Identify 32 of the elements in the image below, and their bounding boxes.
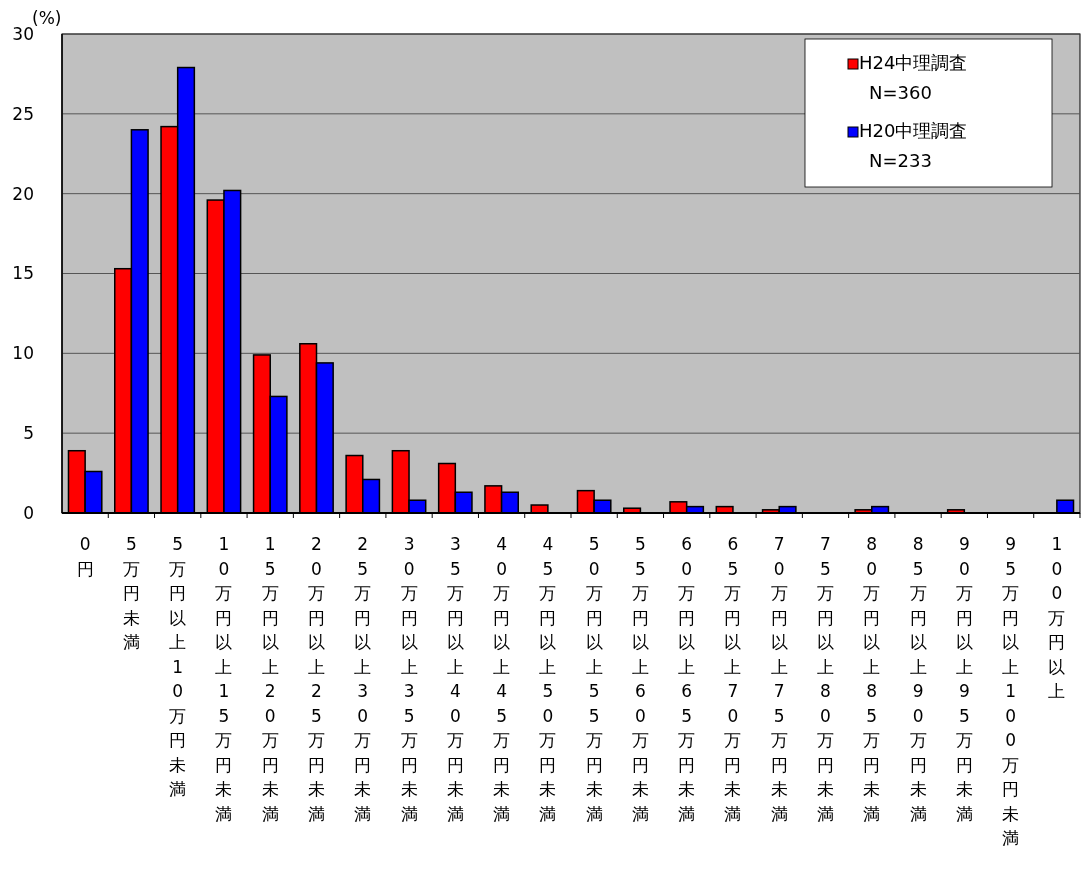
category-label: 80万円以上85万円未満 xyxy=(863,534,881,824)
y-tick-label: 25 xyxy=(12,103,34,124)
category-label: 65万円以上70万円未満 xyxy=(724,534,742,824)
y-axis-title: (%) xyxy=(32,8,62,28)
category-label: 90万円以上95万円未満 xyxy=(955,534,973,824)
y-tick-label: 20 xyxy=(12,183,34,204)
legend-label: H20中理調査 N=233 xyxy=(859,120,968,171)
category-label: 40万円以上45万円未満 xyxy=(493,534,511,824)
category-label: 50万円以上55万円未満 xyxy=(585,534,603,824)
y-tick-label: 10 xyxy=(12,343,34,364)
y-tick-label: 0 xyxy=(23,502,34,523)
x-tick-label: 100万円以上 xyxy=(1048,534,1066,701)
category-label: 5万円以上10万円未満 xyxy=(169,534,187,799)
category-label: 60万円以上65万円未満 xyxy=(678,534,696,824)
category-label: 25万円以上30万円未満 xyxy=(354,534,372,824)
category-label: 20万円以上25万円未満 xyxy=(308,534,325,824)
y-tick-label: 15 xyxy=(12,263,34,284)
category-label: 10万円以上15万円未満 xyxy=(215,534,233,824)
category-label: 85万円以上90万円未満 xyxy=(909,534,927,824)
category-label: 55万円以上60万円未満 xyxy=(631,534,649,824)
y-tick-label: 5 xyxy=(23,423,34,444)
category-label: 70万円以上75万円未満 xyxy=(770,534,788,824)
category-label: 45万円以上50万円未満 xyxy=(539,534,557,824)
y-tick-label: 30 xyxy=(12,23,34,44)
legend-label: H24中理調査 N=360 xyxy=(859,52,968,103)
x-tick-label: 5万円未満 xyxy=(122,534,140,652)
category-label: 95万円以上100万円未満 xyxy=(1002,534,1020,848)
category-label: 30万円以上35万円未満 xyxy=(400,534,418,824)
category-label: 35万円以上40万円未満 xyxy=(446,534,464,824)
category-label: 15万円以上20万円未満 xyxy=(261,534,279,824)
category-label: 75万円以上80万円未満 xyxy=(817,534,834,824)
x-tick-label: 0円 xyxy=(76,534,94,579)
